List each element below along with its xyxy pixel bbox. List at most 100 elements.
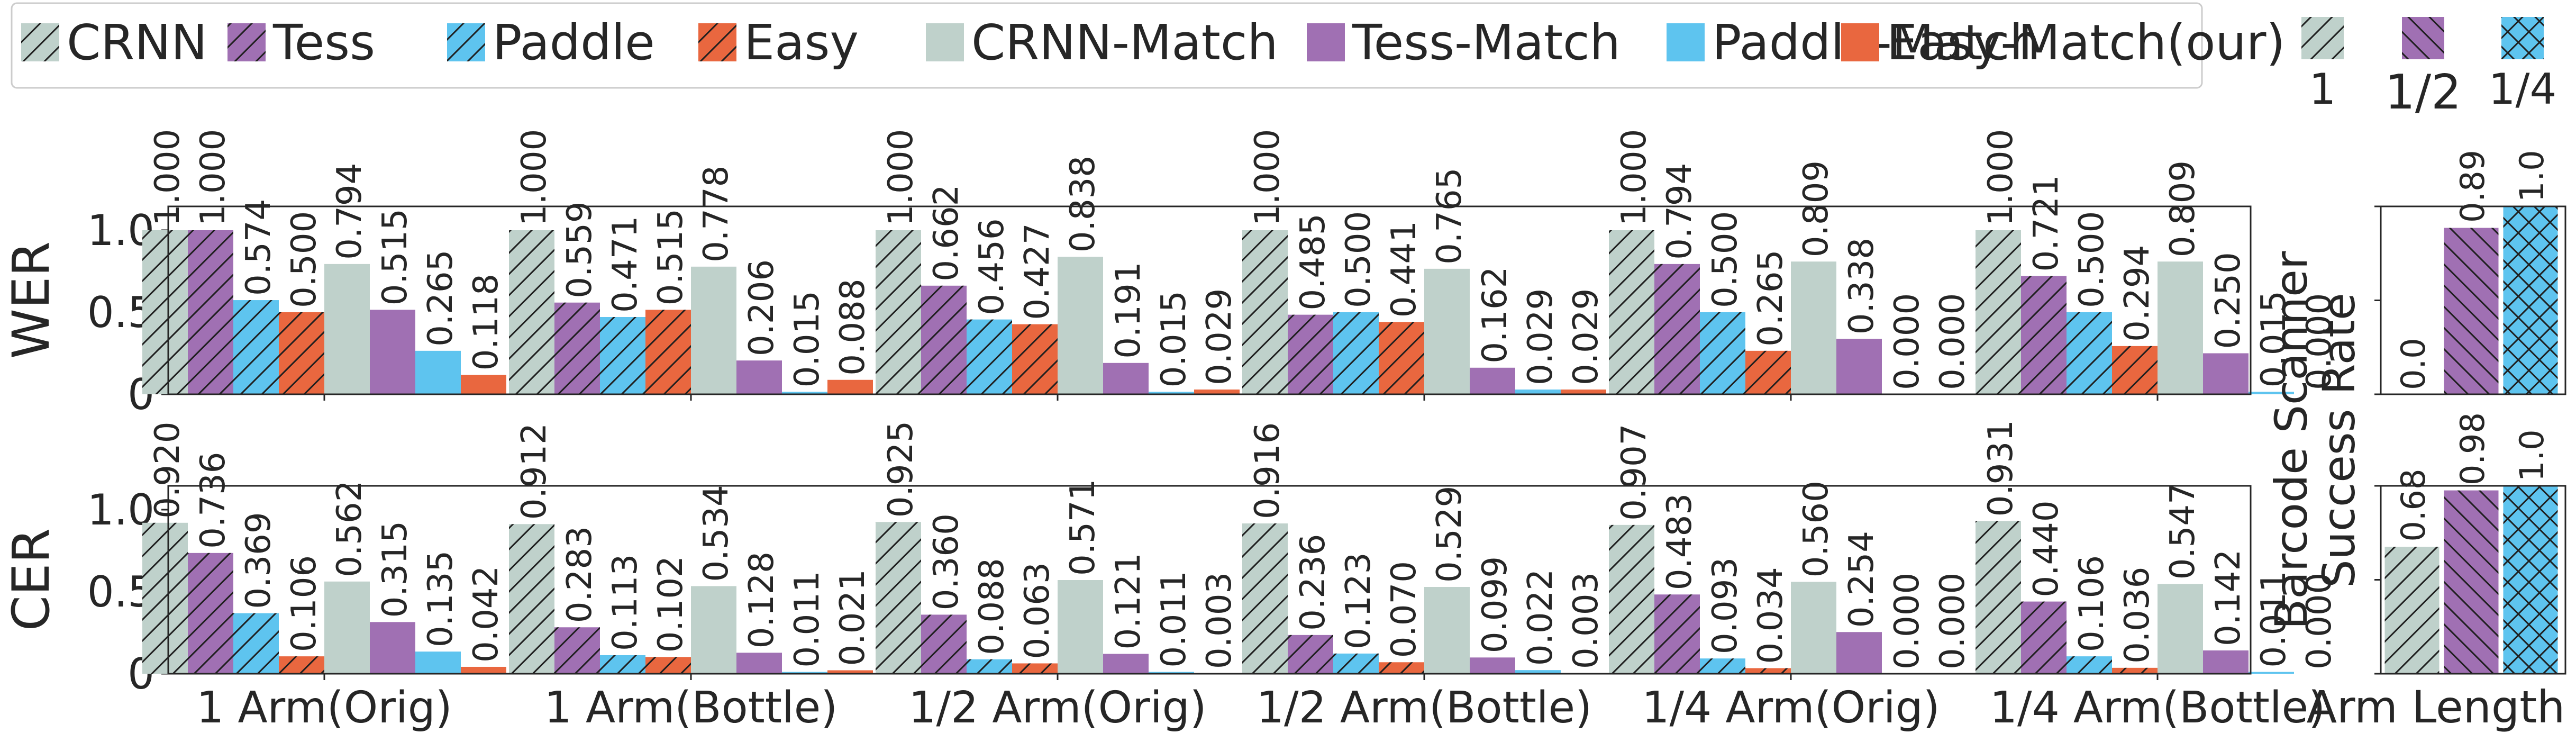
barcode-data-label: 0.98 bbox=[2453, 412, 2492, 485]
cer-data-label: 0.547 bbox=[2163, 483, 2202, 580]
cer-bar-crnn-1-4-arm-bottle-hatch bbox=[1976, 521, 2021, 674]
wer-bar-paddle-1-4-arm-bottle-hatch bbox=[2067, 312, 2112, 394]
wer-data-label: 0.794 bbox=[330, 163, 369, 260]
cer-panel: 00.51.0 0.920 0.912 0.925 0.916 0.907 0.9310.… bbox=[2, 420, 2339, 733]
cer-data-label: 0.736 bbox=[194, 452, 233, 549]
cer-data-label: 0.360 bbox=[927, 513, 966, 610]
wer-data-label: 0.029 bbox=[1567, 288, 1606, 385]
wer-data-label: 0.500 bbox=[2072, 211, 2111, 308]
wer-panel: 00.51.0 1.000 1.000 1.000 1.000 1.000 1.0001.… bbox=[2, 129, 2339, 419]
cer-data-label: 0.121 bbox=[1109, 553, 1148, 649]
barcode-data-label: 1.0 bbox=[2513, 429, 2551, 482]
cer-bar-easy-1-4-arm-orig-hatch bbox=[1745, 668, 1791, 674]
wer-bar-crnn-1-arm-bottle-hatch bbox=[509, 230, 554, 394]
cer-data-label: 0.912 bbox=[515, 423, 554, 520]
wer-bar-paddle-match-1-2-arm-bottle bbox=[1515, 390, 1561, 394]
cer-data-label: 0.011 bbox=[2254, 571, 2293, 667]
wer-data-label: 0.809 bbox=[2163, 160, 2202, 257]
cer-data-label: 0.102 bbox=[651, 556, 690, 653]
wer-data-label: 0.441 bbox=[1385, 221, 1424, 318]
wer-data-label: 0.088 bbox=[833, 279, 872, 376]
wer-data-label: 0.765 bbox=[1430, 168, 1469, 265]
wer-data-label: 0.662 bbox=[927, 185, 966, 282]
wer-data-label: 1.000 bbox=[881, 129, 921, 226]
wer-data-label: 0.015 bbox=[2254, 291, 2293, 387]
cer-bar-crnn-1-2-arm-orig-hatch bbox=[876, 522, 921, 674]
x-tick-label-1-4-arm-orig: 1/4 Arm(Orig) bbox=[1642, 683, 1940, 733]
wer-data-label: 0.250 bbox=[2209, 252, 2248, 349]
cer-axes-frame bbox=[167, 485, 2252, 675]
barcode-data-label: 1.0 bbox=[2513, 150, 2551, 202]
wer-bar-easy-match-our-1-arm-orig bbox=[461, 375, 506, 394]
cer-bar-easy-1-arm-orig-hatch bbox=[279, 656, 324, 674]
barcode-bar-bottom-1-hatch bbox=[2384, 546, 2440, 674]
cer-bar-crnn-1-4-arm-orig-hatch bbox=[1609, 524, 1654, 674]
cer-data-label: 0.254 bbox=[1842, 531, 1881, 628]
wer-bar-tess-match-1-4-arm-bottle bbox=[2203, 353, 2249, 394]
wer-bar-paddle-match-1-arm-orig bbox=[415, 350, 461, 394]
wer-data-label: 0.471 bbox=[606, 216, 645, 313]
legend-label-tess-match: Tess-Match bbox=[1352, 14, 1621, 71]
wer-bar-tess-1-2-arm-orig-hatch bbox=[921, 285, 967, 394]
wer-data-label: 0.500 bbox=[1339, 211, 1378, 308]
wer-data-label: 0.456 bbox=[972, 218, 1012, 315]
wer-data-label: 0.838 bbox=[1063, 156, 1103, 252]
legend-label-easy: Easy bbox=[744, 14, 859, 71]
cer-bar-tess-1-2-arm-orig-hatch bbox=[921, 614, 967, 674]
cer-data-label: 0.916 bbox=[1248, 422, 1287, 519]
wer-data-label: 1.000 bbox=[1981, 129, 2020, 226]
cer-bar-crnn-1-arm-orig-hatch bbox=[142, 522, 188, 674]
legend-swatch-easy-hatch bbox=[698, 23, 736, 61]
wer-bar-easy-1-4-arm-orig-hatch bbox=[1745, 350, 1791, 394]
cer-data-label: 0.440 bbox=[2027, 500, 2066, 597]
wer-data-label: 1.000 bbox=[1248, 129, 1287, 226]
cer-bar-easy-1-2-arm-bottle-hatch bbox=[1379, 662, 1424, 674]
cer-data-label: 0.093 bbox=[1706, 557, 1745, 654]
wer-data-label: 0.427 bbox=[1018, 223, 1057, 320]
cer-data-label: 0.128 bbox=[742, 551, 781, 648]
wer-data-label: 0.574 bbox=[239, 199, 278, 296]
wer-data-label: 0.485 bbox=[1294, 213, 1333, 310]
cer-bar-tess-match-1-arm-bottle bbox=[736, 653, 782, 674]
cer-data-label: 0.000 bbox=[1888, 573, 1927, 669]
legend-items: CRNNTessPaddleEasyCRNN-MatchTess-MatchPa… bbox=[21, 14, 2285, 71]
cer-data-label: 0.003 bbox=[1567, 572, 1606, 669]
cer-data-label: 0.022 bbox=[1521, 569, 1560, 666]
cer-data-label: 0.113 bbox=[606, 554, 645, 651]
cer-data-label: 0.560 bbox=[1797, 481, 1836, 577]
cer-data-label: 0.123 bbox=[1339, 553, 1378, 649]
cer-bar-paddle-match-1-arm-bottle bbox=[782, 672, 827, 674]
wer-data-label: 1.000 bbox=[515, 129, 554, 226]
wer-bar-tess-match-1-arm-orig bbox=[370, 310, 415, 394]
cer-bar-crnn-1-2-arm-bottle-hatch bbox=[1242, 523, 1288, 674]
wer-bar-crnn-match-1-2-arm-bottle bbox=[1424, 268, 1470, 394]
wer-data-label: 0.338 bbox=[1842, 238, 1881, 334]
cer-data-label: 0.063 bbox=[1018, 562, 1057, 659]
arm-length-label-1-2: 1/2 bbox=[2385, 65, 2462, 120]
cer-data-labels: 0.920 0.912 0.925 0.916 0.907 0.9310.7360.283… bbox=[148, 420, 2339, 669]
cer-bar-easy-1-arm-bottle-hatch bbox=[645, 657, 691, 674]
barcode-y-label: Barcode Scanner Success Rate bbox=[2265, 251, 2365, 629]
cer-bar-paddle-1-2-arm-orig-hatch bbox=[967, 659, 1012, 674]
wer-bar-crnn-1-4-arm-bottle-hatch bbox=[1976, 230, 2021, 394]
wer-bar-tess-match-1-arm-bottle bbox=[736, 360, 782, 394]
cer-bar-easy-1-2-arm-orig-hatch bbox=[1012, 663, 1058, 674]
cer-data-label: 0.070 bbox=[1385, 561, 1424, 658]
barcode-x-label: Arm Length bbox=[2307, 681, 2565, 733]
barcode-y-label-line-2: Success Rate bbox=[2313, 293, 2365, 587]
cer-bar-paddle-match-1-4-arm-bottle bbox=[2249, 672, 2294, 674]
legend-swatch-crnn-hatch bbox=[21, 23, 59, 61]
wer-data-label: 0.015 bbox=[788, 291, 827, 387]
arm-length-label-1: 1 bbox=[2309, 65, 2336, 114]
arm-length-swatch-1-4-hatch bbox=[2501, 17, 2544, 59]
wer-bar-tess-1-2-arm-bottle-hatch bbox=[1288, 314, 1333, 394]
cer-bar-tess-1-arm-bottle-hatch bbox=[554, 627, 600, 674]
legend-label-crnn-match: CRNN-Match bbox=[971, 14, 1278, 71]
cer-bar-tess-1-arm-orig-hatch bbox=[188, 553, 233, 674]
wer-bar-easy-1-arm-bottle-hatch bbox=[645, 310, 691, 394]
cer-bar-easy-match-our-1-arm-orig bbox=[461, 666, 506, 674]
cer-data-label: 0.011 bbox=[788, 571, 827, 667]
legend-frame bbox=[11, 2, 2203, 89]
x-tick-label-1-arm-bottle: 1 Arm(Bottle) bbox=[544, 683, 838, 733]
cer-bar-paddle-1-arm-orig-hatch bbox=[233, 613, 279, 674]
